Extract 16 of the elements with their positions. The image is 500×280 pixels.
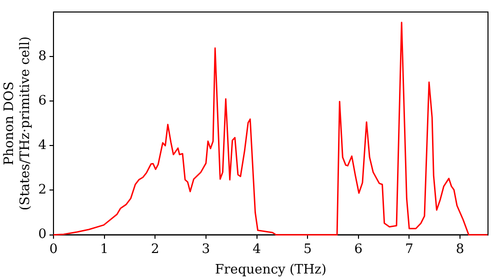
x-tick-label: 0: [49, 242, 58, 257]
x-tick-label: 7: [405, 242, 414, 257]
x-axis-title: Frequency (THz): [215, 262, 326, 278]
x-tick-label: 3: [202, 242, 210, 257]
y-axis-title: Phonon DOS (States/THz·primitive cell): [2, 36, 33, 210]
x-tick-label: 1: [100, 242, 108, 257]
y-tick-label: 0: [38, 227, 46, 242]
x-tick-label: 5: [303, 242, 312, 257]
y-tick-label: 8: [38, 48, 46, 64]
y-tick-label: 2: [38, 182, 46, 198]
x-tick-label: 4: [252, 242, 261, 257]
x-tick-label: 2: [150, 242, 160, 257]
y-tick-label: 6: [38, 93, 46, 108]
x-tick-label: 6: [354, 242, 363, 257]
x-tick-label: 8: [456, 242, 464, 257]
y-tick-label: 4: [38, 138, 46, 154]
